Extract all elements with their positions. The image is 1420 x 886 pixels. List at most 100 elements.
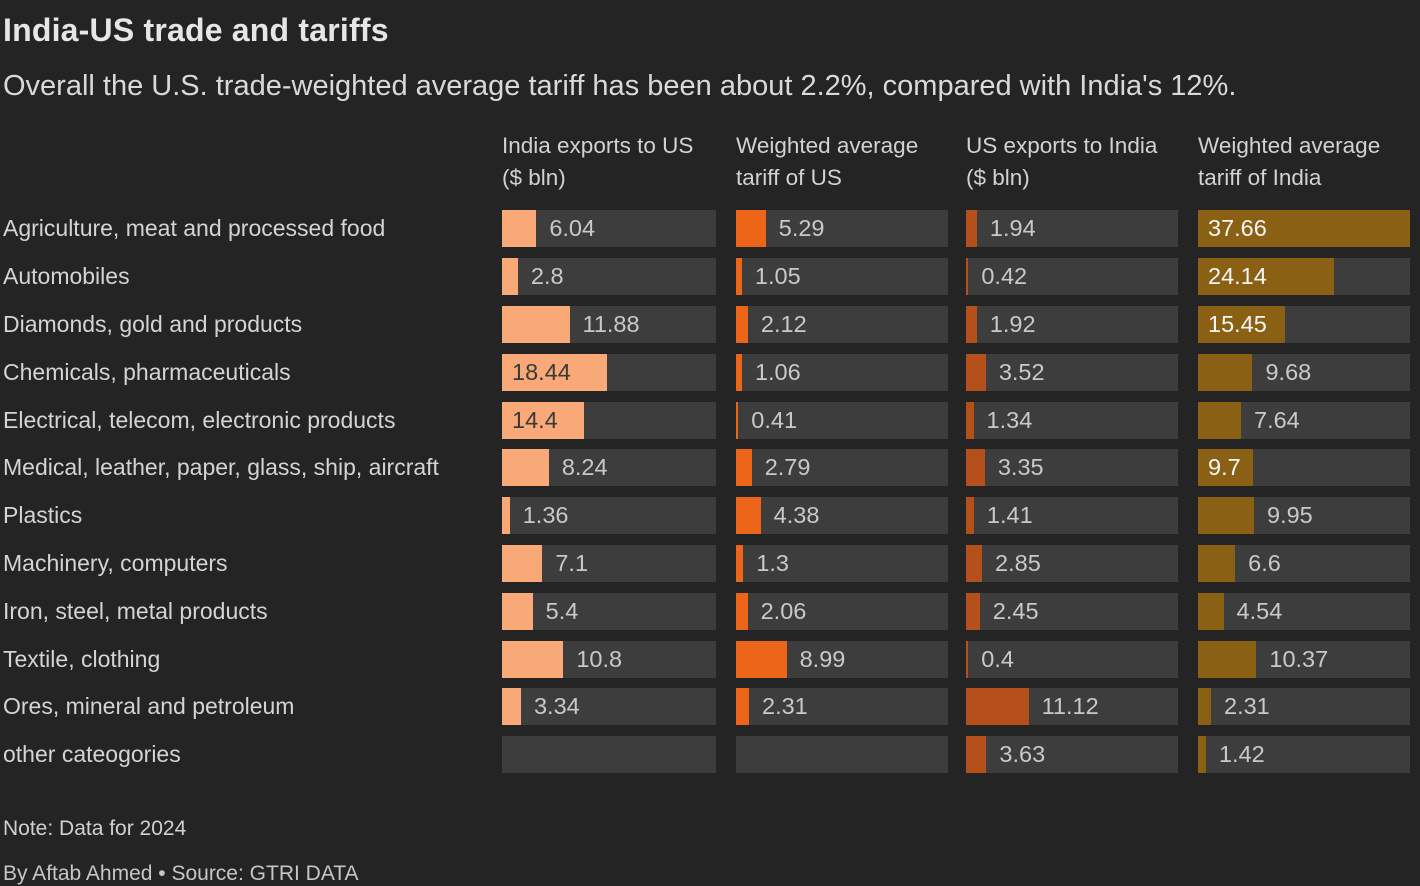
- bar-value: 2.79: [764, 454, 811, 481]
- chart-row: Iron, steel, metal products 5.4 2.06 2.45 4.…: [0, 587, 1420, 635]
- bar-value: 1.41: [986, 502, 1033, 529]
- bar: [966, 640, 969, 678]
- chart-row: Plastics 1.36 4.38 1.41 9.95: [0, 492, 1420, 540]
- bar: [1198, 640, 1257, 678]
- row-label: Diamonds, gold and products: [3, 310, 303, 337]
- bar-value: 0.4: [981, 645, 1014, 672]
- chart-row: Agriculture, meat and processed food 6.04…: [0, 205, 1420, 253]
- bar-track: 1.3: [736, 544, 948, 582]
- bar: [736, 449, 752, 487]
- bar: [966, 544, 983, 582]
- row-label: Machinery, computers: [3, 549, 228, 576]
- row-label: Electrical, telecom, electronic products: [3, 406, 396, 433]
- bar-value: 14.4: [512, 406, 558, 433]
- bar: [966, 449, 985, 487]
- chart-row: Diamonds, gold and products 11.88 2.12 1.92…: [0, 301, 1420, 349]
- bar-value: 9.95: [1267, 502, 1313, 529]
- bar: [502, 449, 549, 487]
- bar-value: 4.38: [773, 502, 820, 529]
- bar: [966, 258, 969, 296]
- bar: [966, 592, 980, 630]
- bar-value: 37.66: [1208, 215, 1267, 242]
- bar: [966, 353, 986, 391]
- bar-value: 3.63: [999, 741, 1046, 768]
- chart-row: Electrical, telecom, electronic products…: [0, 396, 1420, 444]
- bar-track: 3.35: [966, 449, 1178, 487]
- bar-value: 2.31: [1224, 693, 1270, 720]
- bar-track: [736, 736, 948, 774]
- bar: [966, 305, 977, 343]
- column-headers: India exports to US ($ bln) Weighted ave…: [0, 130, 1420, 205]
- header-spacer: [0, 130, 502, 205]
- bar: [1198, 210, 1410, 248]
- bar-value: 1.06: [754, 358, 801, 385]
- bar-value: 5.29: [778, 215, 825, 242]
- chart-row: Textile, clothing 10.8 8.99 0.4 10.37: [0, 635, 1420, 683]
- bar-track: 15.45: [1198, 305, 1410, 343]
- row-label: Plastics: [3, 502, 83, 529]
- bar-value: 1.05: [754, 263, 801, 290]
- bar-track: 6.6: [1198, 544, 1410, 582]
- bar: [502, 210, 537, 248]
- bar-value: 2.8: [530, 263, 564, 290]
- byline-text: By Aftab Ahmed • Source: GTRI DATA: [3, 861, 359, 885]
- bar: [736, 544, 744, 582]
- bar: [736, 497, 761, 535]
- bar: [966, 736, 987, 774]
- bar-value: 8.24: [561, 454, 608, 481]
- bar-value: 3.35: [997, 454, 1044, 481]
- bar: [966, 401, 974, 439]
- row-label: Chemicals, pharmaceuticals: [3, 358, 291, 385]
- bar-value: 1.36: [522, 502, 569, 529]
- bar: [736, 640, 787, 678]
- column-header-us-exports: US exports to India ($ bln): [966, 133, 1158, 190]
- bar: [1198, 688, 1211, 726]
- page-title: India-US trade and tariffs: [3, 12, 389, 48]
- bar-track: 1.06: [736, 353, 948, 391]
- bar: [1198, 736, 1206, 774]
- bar-value: 2.85: [995, 549, 1041, 576]
- bar-track: 3.34: [502, 688, 716, 726]
- bar: [966, 688, 1029, 726]
- bar-track: 1.05: [736, 258, 948, 296]
- bar-value: 15.45: [1208, 310, 1267, 337]
- bar-track: 1.41: [966, 497, 1178, 535]
- bar-value: 6.6: [1248, 549, 1281, 576]
- bar-value: 0.41: [751, 406, 798, 433]
- row-label: Agriculture, meat and processed food: [3, 215, 386, 242]
- bar: [736, 401, 739, 439]
- column-spacer: [716, 130, 736, 205]
- bar: [1198, 544, 1236, 582]
- chart-row: Ores, mineral and petroleum 3.34 2.31 11.12…: [0, 683, 1420, 731]
- bar-track: 10.37: [1198, 640, 1410, 678]
- note-text: Note: Data for 2024: [3, 816, 187, 840]
- column-spacer: [1178, 130, 1198, 205]
- bar-track: 4.54: [1198, 592, 1410, 630]
- bar-value: 1.94: [989, 215, 1036, 242]
- column-header-india-exports: India exports to US ($ bln): [502, 133, 694, 190]
- bar-value: 3.52: [998, 358, 1045, 385]
- bar-value: 3.34: [533, 693, 580, 720]
- bar-track: 5.29: [736, 210, 948, 248]
- bar-track: 2.31: [736, 688, 948, 726]
- bar-value: 10.8: [576, 645, 623, 672]
- chart-row: Medical, leather, paper, glass, ship, ai…: [0, 444, 1420, 492]
- bar: [502, 258, 518, 296]
- bar-track: 3.52: [966, 353, 1178, 391]
- bar-value: 9.7: [1208, 454, 1241, 481]
- bar-value: 0.42: [981, 263, 1028, 290]
- bar-track: 14.4: [502, 401, 716, 439]
- chart-rows: Agriculture, meat and processed food 6.04…: [0, 205, 1420, 779]
- bar-track: [502, 736, 716, 774]
- bar: [1198, 258, 1334, 296]
- bar-track: 0.4: [966, 640, 1178, 678]
- bar-value: 1.42: [1218, 741, 1265, 768]
- bar: [736, 353, 742, 391]
- bar: [502, 401, 584, 439]
- bar-track: 4.38: [736, 497, 948, 535]
- bar: [966, 497, 974, 535]
- bar: [502, 353, 607, 391]
- bar-value: 6.04: [549, 215, 596, 242]
- bar-track: 1.34: [966, 401, 1178, 439]
